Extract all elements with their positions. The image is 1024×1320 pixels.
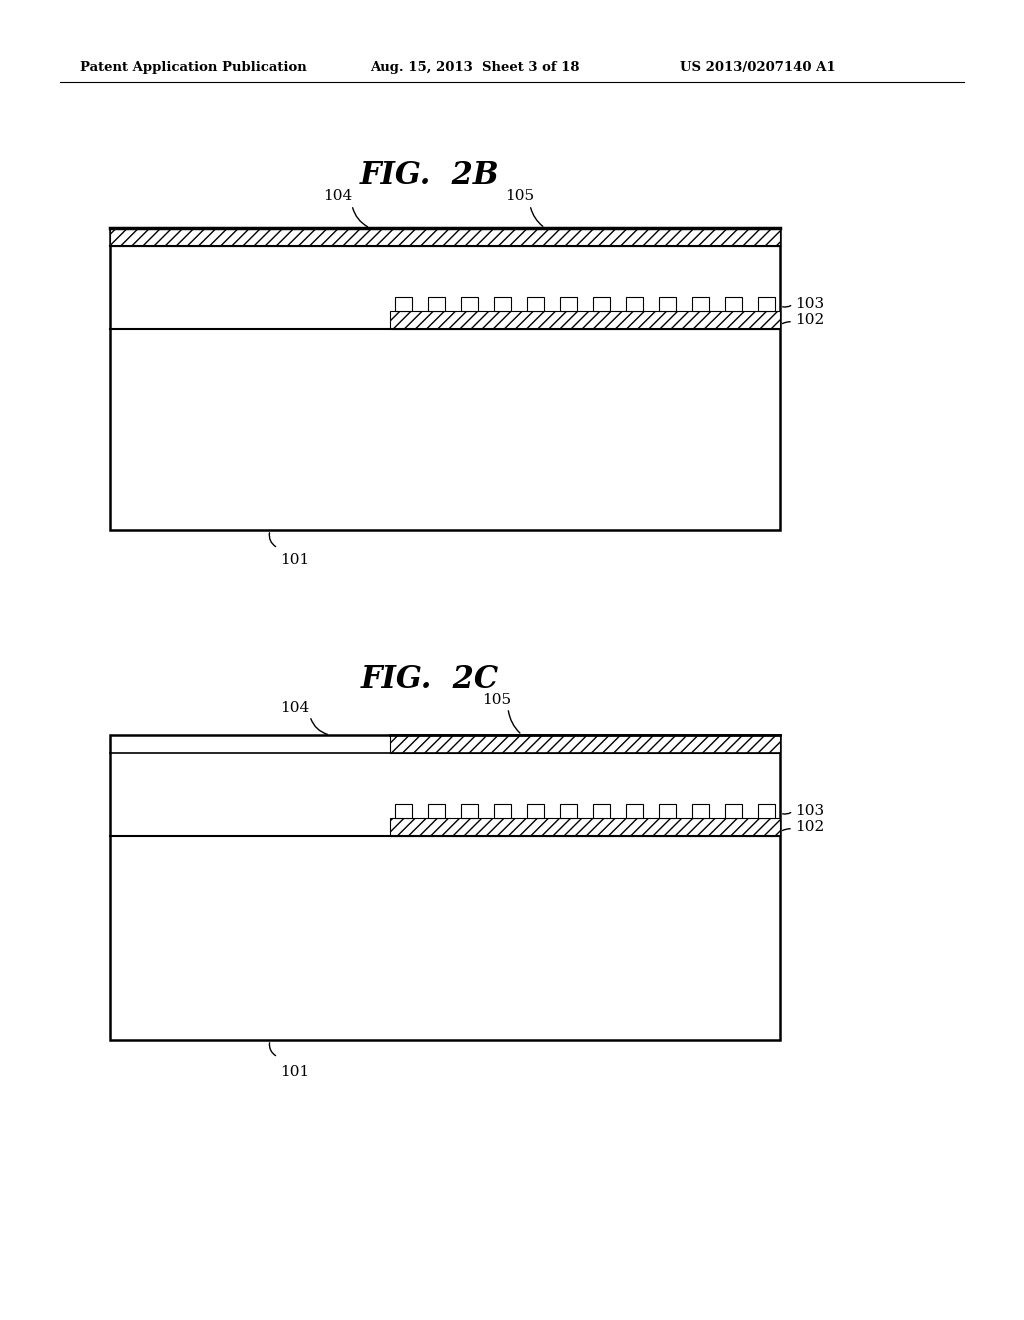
Text: 102: 102 (795, 313, 824, 327)
Bar (659, 804, 676, 818)
Bar (527, 297, 544, 312)
Text: FIG.  2C: FIG. 2C (360, 664, 499, 696)
Bar (725, 804, 742, 818)
Bar (593, 804, 609, 818)
Bar (627, 804, 643, 818)
Bar (390, 312, 780, 329)
Text: Patent Application Publication: Patent Application Publication (80, 62, 307, 74)
Bar (692, 804, 709, 818)
Text: 104: 104 (281, 701, 309, 715)
Bar (560, 297, 577, 312)
Bar (428, 297, 444, 312)
Bar (495, 804, 511, 818)
Bar (461, 804, 477, 818)
Bar (461, 297, 477, 312)
Bar (110, 735, 780, 1040)
Text: 104: 104 (324, 189, 352, 203)
Text: 105: 105 (506, 189, 535, 203)
Bar (110, 228, 780, 246)
Text: 102: 102 (795, 820, 824, 834)
Bar (428, 804, 444, 818)
Bar (627, 297, 643, 312)
Bar (725, 297, 742, 312)
Text: FIG.  2B: FIG. 2B (360, 160, 500, 190)
Bar (395, 297, 412, 312)
Bar (495, 297, 511, 312)
Bar (560, 804, 577, 818)
Text: Aug. 15, 2013  Sheet 3 of 18: Aug. 15, 2013 Sheet 3 of 18 (370, 62, 580, 74)
Bar (593, 297, 609, 312)
Bar (759, 804, 775, 818)
Bar (395, 804, 412, 818)
Text: 103: 103 (795, 297, 824, 312)
Bar (659, 297, 676, 312)
Text: 101: 101 (281, 553, 309, 568)
Text: US 2013/0207140 A1: US 2013/0207140 A1 (680, 62, 836, 74)
Bar (110, 228, 780, 531)
Bar (390, 818, 780, 836)
Bar (527, 804, 544, 818)
Text: 103: 103 (795, 804, 824, 818)
Bar (692, 297, 709, 312)
Bar (390, 735, 780, 752)
Text: 105: 105 (482, 693, 512, 708)
Text: 101: 101 (281, 1065, 309, 1078)
Bar (759, 297, 775, 312)
